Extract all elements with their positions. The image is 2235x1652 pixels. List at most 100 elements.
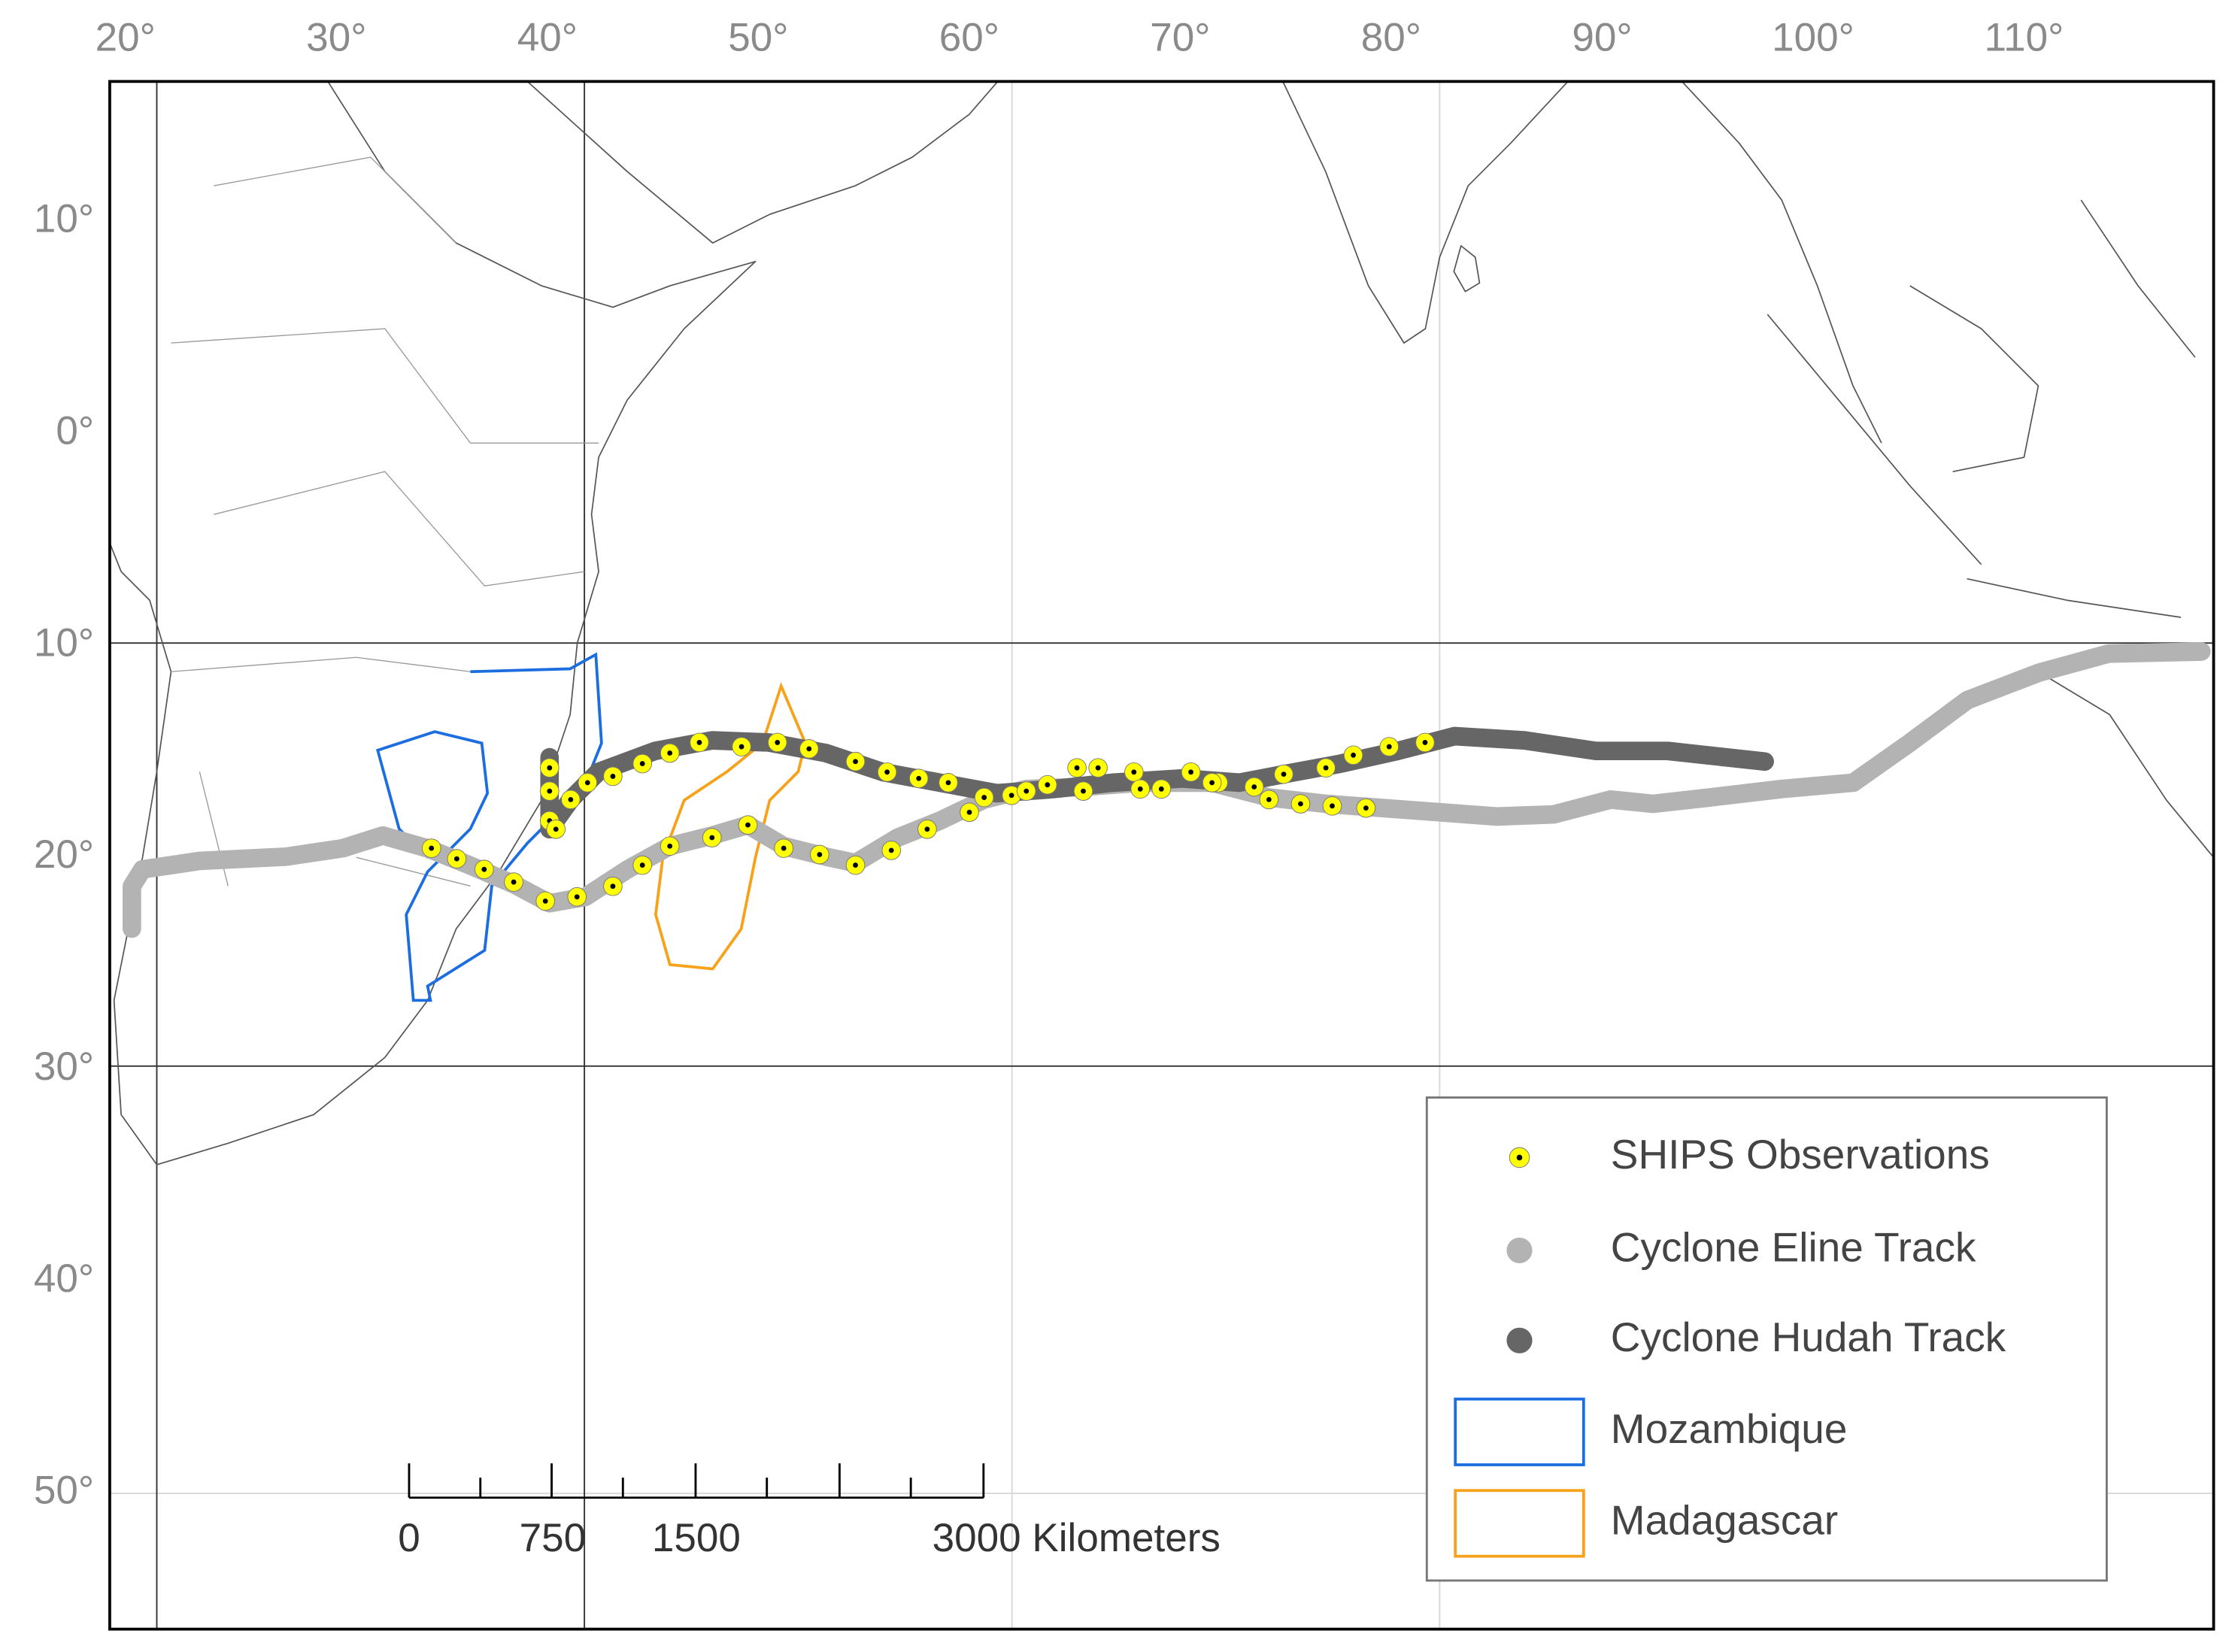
- ships-marker-center: [1137, 786, 1143, 792]
- tracks: [123, 642, 2211, 938]
- latitude-label: 10°: [34, 620, 94, 665]
- ships-marker-center: [1298, 801, 1303, 807]
- ships-marker-center: [745, 822, 751, 828]
- ships-observation: [690, 732, 709, 753]
- ships-marker-center: [547, 765, 553, 771]
- ships-observation: [702, 828, 722, 847]
- ships-marker-center: [781, 845, 787, 851]
- ships-observation: [603, 876, 623, 896]
- ships-marker-center: [610, 884, 616, 890]
- ships-marker-center: [945, 780, 951, 786]
- ships-marker-center: [738, 744, 744, 750]
- ships-marker-center: [547, 788, 553, 794]
- scale-label: 750: [520, 1516, 587, 1560]
- ships-observation: [917, 819, 937, 839]
- ships-observation: [1202, 773, 1222, 793]
- ships-observation: [799, 739, 819, 759]
- longitude-label: 30°: [306, 15, 366, 59]
- ships-observation: [845, 751, 866, 771]
- southeast-asia: [1681, 80, 2215, 858]
- ships-marker-center: [1363, 805, 1369, 811]
- ships-observation: [881, 841, 902, 860]
- sri-lanka: [1453, 245, 1481, 293]
- legend-label: Cyclone Eline Track: [1611, 1223, 1976, 1270]
- ships-marker-center: [1045, 782, 1051, 788]
- ships-marker-center: [1023, 788, 1030, 794]
- longitude-label: 60°: [939, 15, 999, 59]
- mozambique-outline: [375, 652, 603, 1002]
- ships-observation: [1038, 774, 1057, 795]
- ships-marker-center: [453, 856, 459, 862]
- ships-observation: [632, 855, 653, 875]
- ships-observation: [774, 838, 793, 858]
- ships-marker-center: [429, 845, 435, 851]
- ships-marker-center: [1330, 803, 1335, 809]
- ships-observation: [546, 819, 566, 839]
- ships-observation: [447, 849, 467, 868]
- legend-symbol: [1454, 1489, 1585, 1558]
- ships-observation: [567, 887, 587, 907]
- ships-marker-center: [1008, 793, 1014, 799]
- ships-marker-center: [853, 759, 858, 765]
- ships-marker-center: [1386, 744, 1392, 750]
- ships-observation: [504, 872, 523, 892]
- legend-symbol-center: [1516, 1154, 1523, 1161]
- scale-label: 0: [398, 1516, 420, 1560]
- ships-marker-center: [806, 746, 812, 752]
- ships-marker-center: [667, 843, 673, 849]
- legend-symbol: [1454, 1397, 1585, 1466]
- ships-marker-center: [916, 775, 922, 781]
- arabia-coast: [526, 80, 999, 244]
- ships-observation: [732, 737, 751, 756]
- ships-observation: [908, 768, 929, 789]
- coastlines: [109, 80, 2215, 1165]
- ships-marker-center: [667, 750, 673, 756]
- scale-labels: 0 750 1500 3000 Kilometers: [398, 1516, 1221, 1560]
- ships-marker-center: [1251, 784, 1257, 790]
- ships-observation: [845, 855, 866, 875]
- ships-marker-center: [1209, 780, 1215, 786]
- legend-label: Cyclone Hudah Track: [1611, 1314, 2006, 1360]
- longitude-label: 100°: [1772, 15, 1854, 59]
- ships-marker-center: [1074, 765, 1080, 771]
- scale-bar: [408, 1463, 985, 1499]
- ships-marker-center: [709, 835, 715, 841]
- ships-marker-center: [1081, 788, 1086, 794]
- ships-marker-center: [584, 780, 590, 786]
- latitude-label: 0°: [56, 408, 94, 453]
- ships-observation: [561, 790, 581, 810]
- ships-observation: [1316, 758, 1336, 778]
- ships-marker-center: [1266, 796, 1272, 802]
- ships-observation: [660, 743, 680, 763]
- ships-observation: [578, 773, 598, 793]
- ships-observation: [475, 859, 494, 880]
- ships-observation: [539, 781, 560, 801]
- ships-marker-center: [553, 826, 559, 832]
- ships-marker-center: [1422, 740, 1428, 745]
- ships-observation: [1290, 794, 1311, 814]
- longitude-label: 80°: [1361, 15, 1421, 59]
- india-coast: [1282, 80, 1569, 344]
- ships-observation: [1151, 779, 1172, 799]
- ships-observation: [939, 773, 958, 793]
- ships-marker-center: [775, 740, 781, 745]
- ships-observation: [1073, 781, 1093, 801]
- ships-observation: [1322, 796, 1342, 816]
- ships-observation: [960, 802, 979, 823]
- ships-observation: [535, 891, 555, 911]
- ships-marker-center: [639, 761, 645, 766]
- scale-label: 3000 Kilometers: [933, 1516, 1221, 1560]
- latitude-label: 20°: [34, 832, 94, 877]
- ships-marker-center: [966, 809, 972, 815]
- ships-marker-center: [1095, 765, 1101, 771]
- latitude-label: 40°: [34, 1256, 94, 1301]
- ships-marker-center: [817, 852, 823, 857]
- ships-marker-center: [481, 866, 487, 872]
- longitude-label: 20°: [96, 15, 156, 59]
- scale-label: 1500: [652, 1516, 741, 1560]
- graticule: [109, 81, 2214, 1629]
- ships-marker-center: [884, 769, 890, 775]
- ships-marker-center: [1323, 765, 1329, 771]
- legend-label: SHIPS Observations: [1611, 1131, 1990, 1178]
